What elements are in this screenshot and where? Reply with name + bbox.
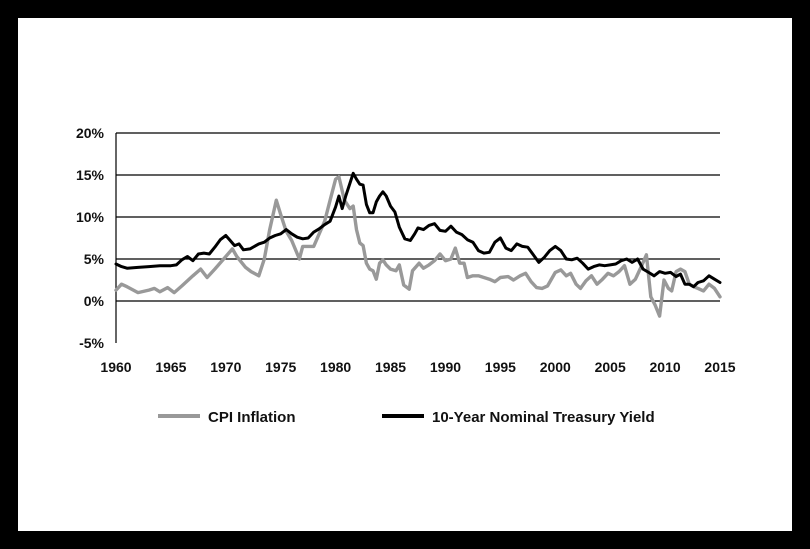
- x-tick-label: 1980: [320, 359, 351, 375]
- x-tick-label: 1995: [485, 359, 516, 375]
- series-lines: [114, 171, 722, 318]
- series-line-cpi-inflation: [114, 174, 722, 318]
- chart-frame: -5% 0% 5% 10% 15% 20% 1960 1965 1970 1975 1980 1985…: [18, 18, 792, 531]
- y-tick-label: 0%: [84, 293, 105, 309]
- x-tick-label: 1975: [265, 359, 296, 375]
- x-tick-label: 2010: [650, 359, 681, 375]
- x-tick-label: 1970: [210, 359, 241, 375]
- x-tick-label: 1965: [155, 359, 186, 375]
- x-tick-label: 1990: [430, 359, 461, 375]
- x-tick-label: 1985: [375, 359, 406, 375]
- y-tick-label: -5%: [79, 335, 104, 351]
- x-tick-label: 2000: [540, 359, 571, 375]
- gridlines: [115, 132, 720, 343]
- legend-label-treasury-yield: 10-Year Nominal Treasury Yield: [432, 409, 655, 426]
- legend-label-cpi-inflation: CPI Inflation: [208, 409, 296, 426]
- line-chart: -5% 0% 5% 10% 15% 20% 1960 1965 1970 1975 1980 1985…: [76, 125, 736, 426]
- y-tick-label: 10%: [76, 209, 105, 225]
- legend: CPI Inflation 10-Year Nominal Treasury Y…: [158, 409, 655, 426]
- y-tick-label: 20%: [76, 125, 105, 141]
- axis-ticks: -5% 0% 5% 10% 15% 20% 1960 1965 1970 1975 1980 1985…: [76, 125, 736, 375]
- x-tick-label: 2015: [704, 359, 735, 375]
- y-tick-label: 15%: [76, 167, 105, 183]
- x-tick-label: 1960: [100, 359, 131, 375]
- series-line-treasury-yield: [114, 171, 722, 289]
- x-tick-label: 2005: [595, 359, 626, 375]
- y-tick-label: 5%: [84, 251, 105, 267]
